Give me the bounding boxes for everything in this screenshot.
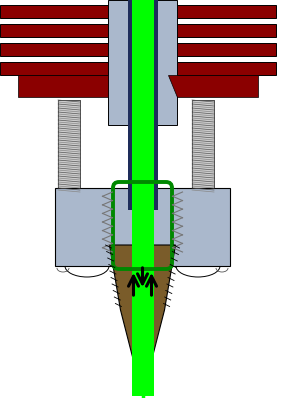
Polygon shape <box>18 75 108 97</box>
Bar <box>58 100 80 195</box>
Bar <box>168 24 276 37</box>
Bar <box>0 24 108 37</box>
Bar <box>127 0 131 210</box>
Bar <box>192 100 214 195</box>
Bar <box>58 100 80 195</box>
Bar <box>0 43 108 56</box>
Bar <box>192 100 214 195</box>
Polygon shape <box>168 75 258 97</box>
Bar <box>168 43 276 56</box>
Bar <box>127 0 158 210</box>
Bar <box>154 0 158 210</box>
Bar <box>131 0 154 396</box>
Bar <box>108 0 177 125</box>
Bar <box>0 5 108 18</box>
Bar <box>55 188 230 266</box>
Polygon shape <box>109 245 176 388</box>
Bar <box>168 62 276 75</box>
Bar <box>168 5 276 18</box>
Bar <box>0 62 108 75</box>
